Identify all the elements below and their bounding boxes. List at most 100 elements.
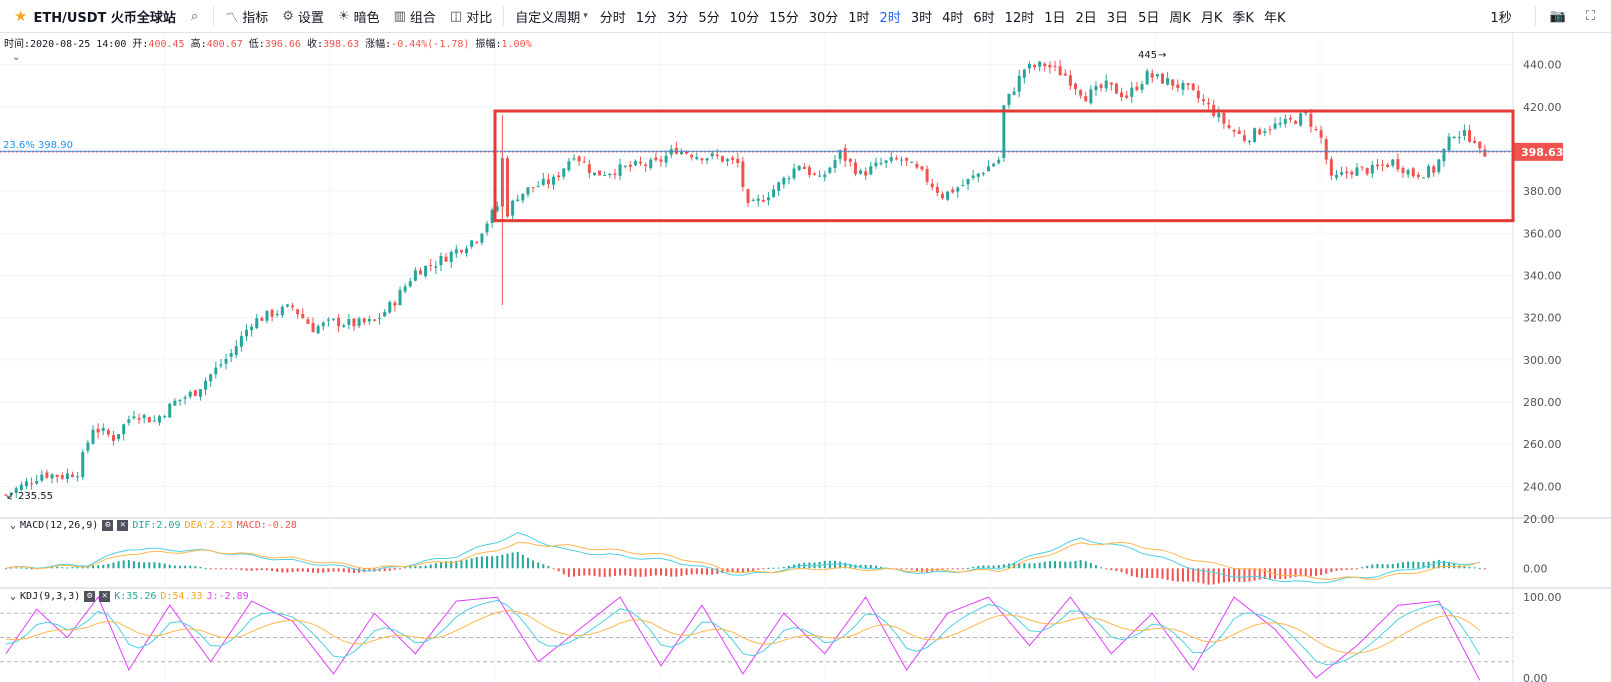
candle-body <box>393 302 397 306</box>
interval-20[interactable]: 年K <box>1263 10 1286 26</box>
candle-body <box>1381 164 1385 166</box>
candle-body <box>403 286 407 292</box>
interval-14[interactable]: 2日 <box>1075 10 1097 26</box>
macd-bar <box>946 568 949 570</box>
interval-7[interactable]: 1时 <box>848 10 870 26</box>
combine-button[interactable]: ▥ 组合 <box>387 0 443 32</box>
macd-bar <box>148 562 151 569</box>
indicators-button[interactable]: 〽指标 <box>218 0 275 32</box>
candle-body <box>342 325 346 327</box>
macd-settings-icon[interactable]: ⚙ <box>102 520 114 531</box>
search-icon: ⌕ <box>190 8 199 24</box>
macd-name: MACD(12,26,9) <box>20 520 99 531</box>
collapse-legend-icon[interactable]: ⌄ <box>12 52 21 63</box>
candle-body <box>1452 136 1456 138</box>
candle-body <box>337 317 341 327</box>
macd-close-icon[interactable]: ✕ <box>117 520 129 531</box>
macd-y-tick: 20.00 <box>1523 513 1555 526</box>
macd-bar <box>603 568 606 577</box>
macd-bar <box>982 565 985 569</box>
toolbar-right: 1秒 📷 ⛶ <box>1485 0 1611 32</box>
interval-12[interactable]: 12时 <box>1004 10 1035 26</box>
macd-bar <box>532 560 535 569</box>
candle-body <box>1350 171 1354 175</box>
candle-body <box>229 353 233 357</box>
interval-2[interactable]: 3分 <box>667 10 689 26</box>
candle-body <box>347 319 351 325</box>
interval-16[interactable]: 5日 <box>1138 10 1160 26</box>
interval-6[interactable]: 30分 <box>808 10 839 26</box>
macd-bar <box>363 568 366 573</box>
macd-bar <box>578 568 581 576</box>
settings-label: 设置 <box>297 10 324 26</box>
candle-body <box>1314 128 1318 130</box>
macd-collapse-icon[interactable]: ⌄ <box>10 520 17 531</box>
interval-4[interactable]: 10分 <box>729 10 760 26</box>
refresh-rate[interactable]: 1秒 <box>1490 10 1512 26</box>
interval-0[interactable]: 分时 <box>599 10 626 26</box>
kdj-settings-icon[interactable]: ⚙ <box>84 591 96 602</box>
star-icon[interactable]: ★ <box>14 7 28 25</box>
candle-body <box>608 173 612 176</box>
interval-11[interactable]: 6时 <box>973 10 995 26</box>
open-label: 开: <box>132 39 149 50</box>
macd-bar <box>772 567 775 569</box>
interval-17[interactable]: 周K <box>1169 10 1191 26</box>
y-tick-label: 240.00 <box>1523 480 1562 493</box>
interval-13[interactable]: 1日 <box>1044 10 1066 26</box>
candle-body <box>505 158 509 217</box>
interval-9[interactable]: 3时 <box>910 10 933 26</box>
interval-18[interactable]: 月K <box>1200 10 1223 26</box>
interval-10[interactable]: 4时 <box>942 10 964 26</box>
interval-8[interactable]: 2时 <box>879 10 901 26</box>
candle-body <box>516 199 520 202</box>
low-marker-label: 235.55 <box>18 491 53 502</box>
macd-bar <box>1361 567 1364 569</box>
macd-bar <box>1212 568 1215 585</box>
candle-body <box>1027 63 1031 69</box>
chart-area[interactable]: 440.00420.00400.00380.00360.00340.00320.… <box>0 33 1611 682</box>
candle-body <box>1258 129 1262 135</box>
macd-bar <box>787 565 790 569</box>
custom-period-dropdown[interactable]: 自定义周期 ▾ <box>508 0 595 32</box>
macd-bar <box>542 564 545 569</box>
candle-body <box>480 233 484 243</box>
fib-level-label: 23.6% 398.90 <box>3 140 73 151</box>
interval-1[interactable]: 1分 <box>635 10 658 26</box>
candle-body <box>1022 69 1026 78</box>
macd-dea: DEA:2.23 <box>184 520 233 531</box>
search-button[interactable]: ⌕ <box>184 0 209 32</box>
interval-19[interactable]: 季K <box>1232 10 1254 26</box>
candle-body <box>1355 167 1359 176</box>
macd-bar <box>721 568 724 574</box>
theme-label: 暗色 <box>353 10 380 26</box>
macd-bar <box>767 567 770 569</box>
candle-body <box>1181 82 1185 90</box>
settings-button[interactable]: ⚙ 设置 <box>275 0 331 32</box>
indicators-label: 指标 <box>242 10 269 26</box>
kdj-close-icon[interactable]: ✕ <box>99 591 111 602</box>
candle-body <box>546 179 550 185</box>
macd-bar <box>480 556 483 569</box>
chevron-down-icon: ▾ <box>583 11 588 21</box>
candle-body <box>802 166 806 170</box>
interval-15[interactable]: 3日 <box>1106 10 1129 26</box>
macd-bar <box>1110 568 1113 571</box>
candle-body <box>132 416 136 419</box>
candle-body <box>234 346 238 355</box>
macd-bar <box>1448 562 1451 569</box>
compare-button[interactable]: ◫ 对比 <box>443 0 499 32</box>
candle-body <box>1437 159 1441 173</box>
kdj-collapse-icon[interactable]: ⌄ <box>10 591 17 602</box>
interval-3[interactable]: 5分 <box>698 10 720 26</box>
fullscreen-button[interactable]: ⛶ <box>1580 0 1611 32</box>
symbol-selector[interactable]: ★ ETH/USDT 火币全球站 <box>0 0 184 32</box>
macd-bar <box>1187 568 1190 582</box>
theme-button[interactable]: ☀ 暗色 <box>331 0 387 32</box>
interval-5[interactable]: 15分 <box>769 10 799 26</box>
low-marker-arrow: ↙ <box>6 491 14 502</box>
candle-body <box>981 172 985 175</box>
screenshot-button[interactable]: 📷 <box>1540 0 1580 32</box>
candle-body <box>214 367 218 375</box>
combine-label: 组合 <box>409 10 436 26</box>
